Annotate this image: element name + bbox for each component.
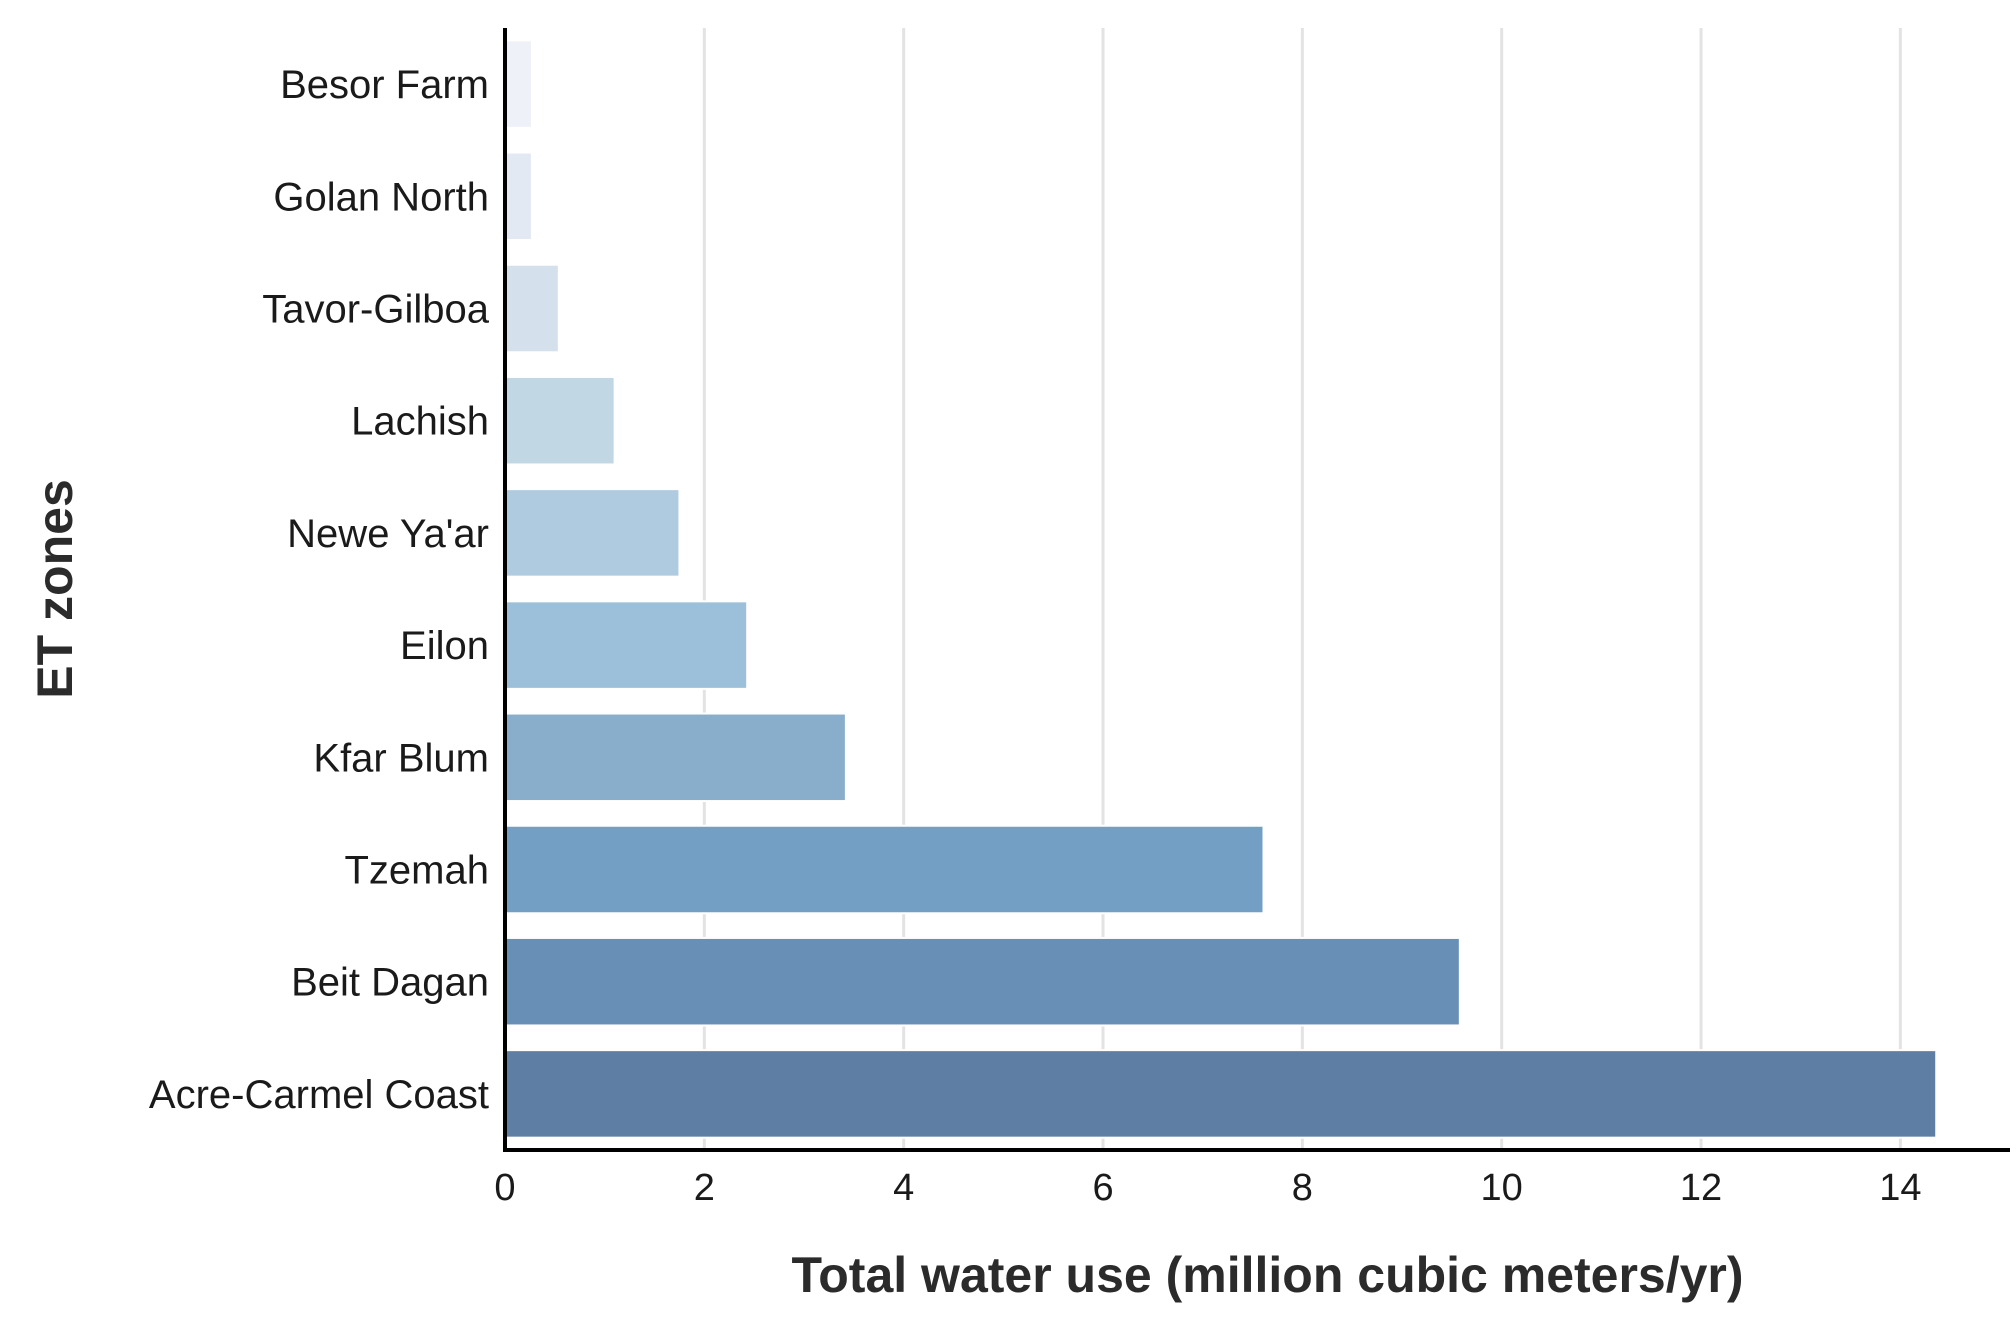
- bar-6: [504, 712, 847, 803]
- y-axis-title: ET zones: [27, 479, 83, 698]
- category-label-6: Kfar Blum: [313, 736, 489, 780]
- category-label-5: Eilon: [400, 624, 489, 668]
- bar-9: [504, 1049, 1938, 1139]
- category-label-4: Newe Ya'ar: [287, 512, 489, 556]
- bar-3: [504, 375, 616, 466]
- bar-5: [504, 600, 749, 690]
- category-label-7: Tzemah: [345, 849, 490, 893]
- x-tick-label-7: 14: [1879, 1167, 1921, 1209]
- x-tick-label-6: 12: [1680, 1167, 1722, 1209]
- category-label-8: Beit Dagan: [291, 961, 489, 1005]
- category-label-3: Lachish: [351, 400, 489, 444]
- category-label-9: Acre-Carmel Coast: [149, 1073, 489, 1117]
- bar-0: [504, 39, 533, 129]
- category-label-2: Tavor-Gilboa: [262, 288, 490, 332]
- x-tick-label-3: 6: [1092, 1167, 1113, 1209]
- category-labels: Besor Farm Golan North Tavor-Gilboa Lachish…: [149, 63, 490, 1117]
- category-label-1: Golan North: [273, 175, 489, 219]
- x-tick-label-2: 4: [893, 1167, 914, 1209]
- bar-1: [504, 151, 533, 242]
- bars: [504, 39, 1938, 1139]
- x-axis-title: Total water use (million cubic meters/yr…: [791, 1247, 1743, 1303]
- x-tick-labels: 0 2 4 6 8 10 12 14: [494, 1167, 1921, 1209]
- bar-8: [504, 936, 1461, 1027]
- grid-lines: [702, 28, 1902, 1150]
- bar-2: [504, 263, 560, 354]
- bar-7: [504, 824, 1265, 915]
- category-label-0: Besor Farm: [280, 63, 489, 107]
- x-tick-label-1: 2: [694, 1167, 715, 1209]
- x-tick-label-5: 10: [1481, 1167, 1523, 1209]
- x-tick-label-4: 8: [1292, 1167, 1313, 1209]
- bar-4: [504, 488, 681, 578]
- x-tick-label-0: 0: [494, 1167, 515, 1209]
